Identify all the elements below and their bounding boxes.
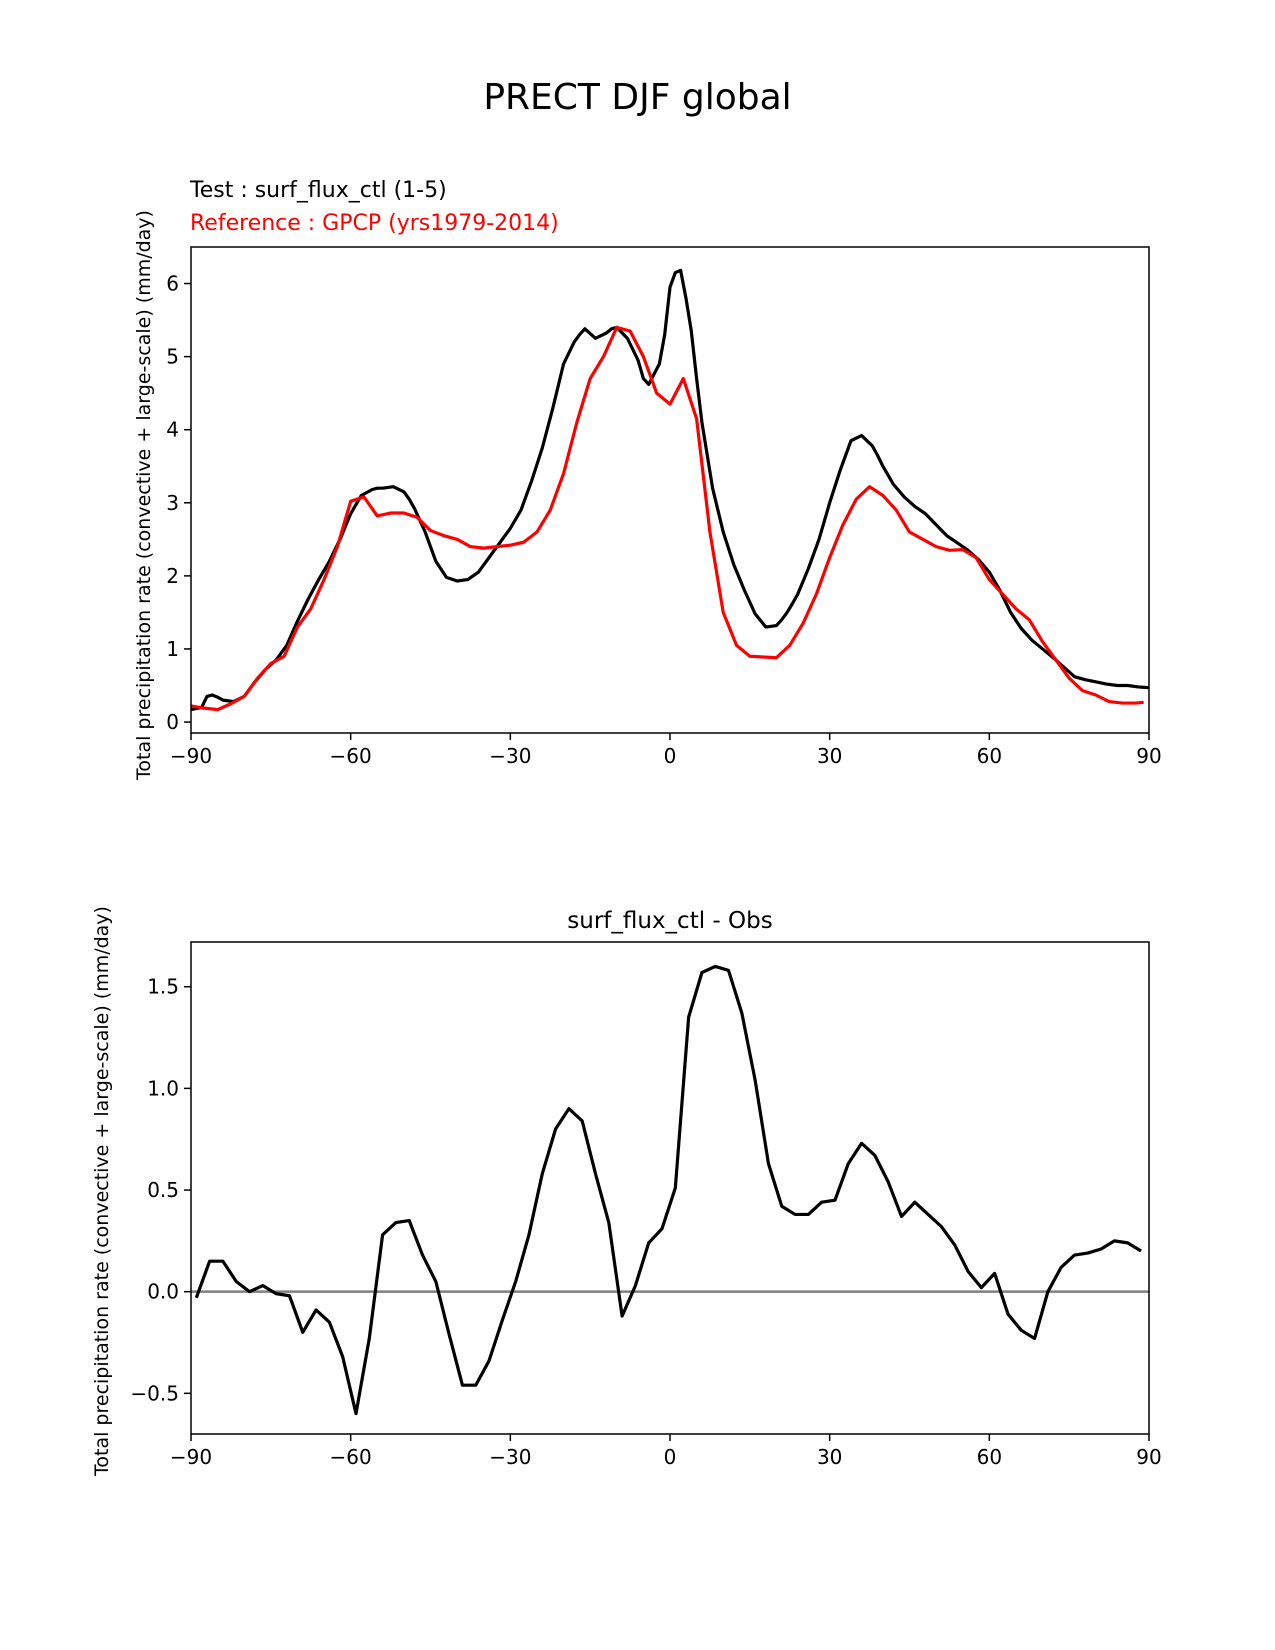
x-tick-label: 90 [1136,1445,1161,1469]
x-tick-label: 0 [664,744,677,768]
x-tick-label: 90 [1136,744,1161,768]
y-tick-label: 1.5 [147,975,179,999]
y-axis-label-top: Total precipitation rate (convective + l… [133,210,155,781]
x-tick-label: −60 [330,1445,372,1469]
y-tick-label: 6 [166,272,179,296]
series-group-bottom [194,964,1142,1416]
x-tick-label: 60 [977,744,1002,768]
plot-frame-bottom [190,941,1150,1435]
series-group-top [190,268,1150,712]
x-tick-label: −30 [489,1445,531,1469]
y-tick-label: 0 [166,710,179,734]
ticks-group-bottom: −90 −60 −30 0 30 60 90 −0.5 0.0 0.5 1.0 1.5 [130,975,1161,1469]
y-tick-label: 5 [166,345,179,369]
panel-top: Test : surf_flux_ctl (1-5) Reference : G… [133,178,1162,781]
x-tick-label: 30 [817,1445,842,1469]
x-tick-label: −90 [170,1445,212,1469]
y-tick-label: 1 [166,637,179,661]
y-tick-label: 0.5 [147,1178,179,1202]
figure-title: PRECT DJF global [483,77,791,118]
plot-frame-top [190,246,1150,734]
reference-label: Reference : GPCP (yrs1979-2014) [190,211,559,236]
y-axis-label-bottom: Total precipitation rate (convective + l… [91,906,113,1477]
x-tick-label: −60 [330,744,372,768]
x-tick-label: −90 [170,744,212,768]
panel-bottom: surf_flux_ctl - Obs Total precipitation … [91,906,1162,1477]
diff-title: surf_flux_ctl - Obs [567,908,772,934]
y-tick-label: 4 [166,418,179,442]
series-line-difference [194,964,1142,1416]
x-tick-label: 60 [977,1445,1002,1469]
y-tick-label: 2 [166,564,179,588]
y-tick-label: 3 [166,491,179,515]
x-tick-label: 0 [664,1445,677,1469]
y-tick-label: −0.5 [130,1381,179,1405]
test-label: Test : surf_flux_ctl (1-5) [189,178,447,203]
x-tick-label: 30 [817,744,842,768]
x-tick-label: −30 [489,744,531,768]
series-line-reference [190,325,1144,712]
ticks-group-top: −90 −60 −30 0 30 60 90 0 1 2 3 4 5 6 [166,272,1161,768]
y-tick-label: 0.0 [147,1280,179,1304]
y-tick-label: 1.0 [147,1076,179,1100]
